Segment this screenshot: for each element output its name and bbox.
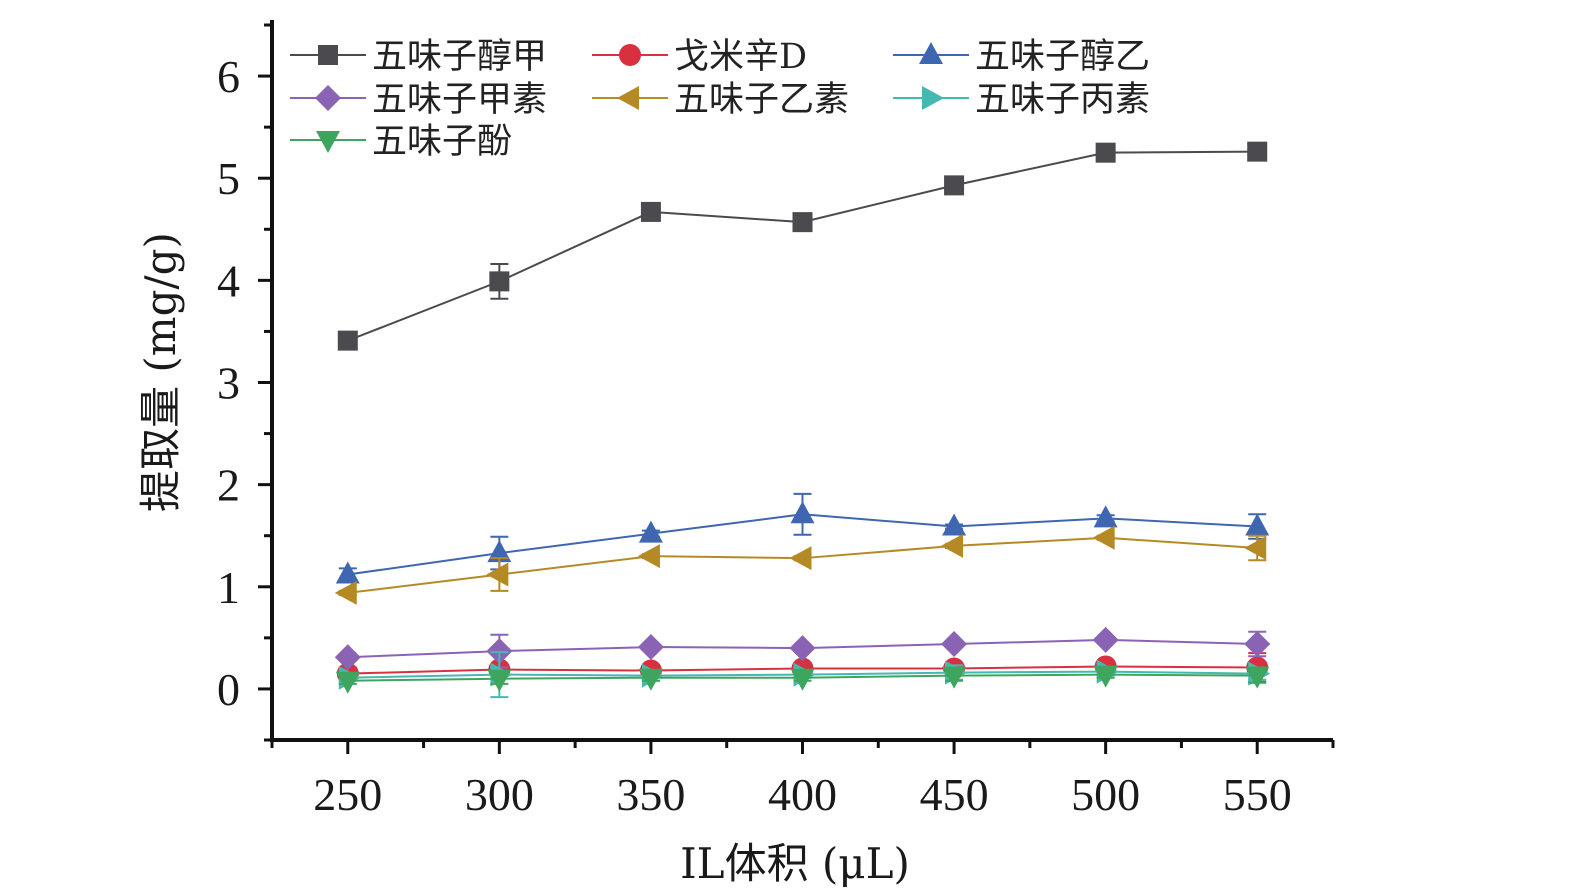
legend-label: 戈米辛D (674, 37, 807, 77)
data-point (1093, 505, 1118, 528)
data-point (640, 201, 661, 222)
y-tick-label: 4 (217, 255, 240, 306)
data-point (334, 644, 361, 671)
data-point (1092, 525, 1115, 550)
series-layer (334, 141, 1271, 699)
data-point (637, 634, 664, 661)
legend-item: 五味子醇甲 (290, 37, 547, 77)
series-1 (337, 141, 1268, 351)
legend-item: 五味子丙素 (893, 80, 1150, 120)
y-tick-label: 0 (217, 664, 240, 715)
legend-label: 五味子醇乙 (975, 37, 1150, 77)
data-point (1244, 630, 1271, 657)
series-7 (335, 665, 1270, 694)
legend-label: 五味子醇甲 (372, 37, 547, 77)
data-point (489, 271, 510, 292)
data-point (1245, 666, 1270, 689)
data-point (790, 668, 815, 691)
legend-label: 五味子丙素 (975, 80, 1150, 120)
data-point (790, 501, 815, 524)
data-point (1244, 535, 1267, 560)
data-point (486, 638, 513, 665)
data-point (1092, 626, 1119, 653)
x-tick-label: 550 (1223, 769, 1292, 820)
data-point (487, 540, 512, 563)
data-point (638, 668, 663, 691)
y-tick-label: 2 (217, 460, 240, 511)
legend-marker-icon (318, 45, 338, 65)
legend-marker-icon (315, 85, 341, 111)
y-tick-label: 1 (217, 562, 240, 613)
x-tick-label: 400 (768, 769, 837, 820)
legend-item: 五味子乙素 (592, 80, 849, 120)
legend-label: 五味子甲素 (372, 80, 547, 120)
data-point (792, 212, 813, 233)
x-axis-title: IL体积 (μL) (680, 839, 910, 888)
legend-marker-icon (919, 42, 943, 64)
series-4 (334, 626, 1271, 671)
data-point (335, 561, 360, 584)
legend-item: 五味子酚 (290, 122, 512, 162)
series-line (347, 150, 1258, 342)
data-point (486, 562, 509, 587)
y-tick-label: 3 (217, 358, 240, 409)
data-point (1095, 142, 1116, 163)
legend-marker-icon (316, 131, 340, 153)
data-point (335, 671, 360, 694)
data-point (1245, 513, 1270, 536)
y-tick-label: 5 (217, 153, 240, 204)
data-point (487, 669, 512, 692)
x-tick-label: 250 (313, 769, 382, 820)
legend-marker-icon (922, 86, 944, 110)
series-5 (334, 525, 1267, 605)
data-point (1093, 665, 1118, 688)
x-tick-label: 350 (616, 769, 685, 820)
x-tick-label: 300 (465, 769, 534, 820)
data-point (944, 175, 965, 196)
data-point (637, 544, 660, 569)
legend-marker-icon (619, 44, 641, 66)
legend-label: 五味子乙素 (674, 80, 849, 120)
x-tick-label: 450 (920, 769, 989, 820)
series-line (347, 536, 1258, 594)
data-point (789, 546, 812, 571)
data-point (337, 330, 358, 351)
legend-label: 五味子酚 (372, 122, 512, 162)
axes: 0 1 2 3 4 5 6 250 300 350 400 450 500 550 (217, 20, 1335, 820)
legend-item: 五味子醇乙 (893, 37, 1150, 77)
x-tick-label: 500 (1071, 769, 1140, 820)
data-point (941, 533, 964, 558)
legend-marker-icon (617, 86, 639, 110)
data-point (638, 520, 663, 543)
legend-item: 戈米辛D (592, 37, 807, 77)
data-point (789, 635, 816, 662)
data-point (941, 630, 968, 657)
data-point (942, 513, 967, 536)
y-tick-label: 6 (217, 51, 240, 102)
data-point (942, 666, 967, 689)
data-point (1247, 141, 1268, 162)
series-3 (335, 492, 1270, 584)
y-axis-title: 提取量 (mg/g) (136, 232, 185, 512)
legend-item: 五味子甲素 (290, 80, 547, 120)
data-point (334, 580, 357, 605)
